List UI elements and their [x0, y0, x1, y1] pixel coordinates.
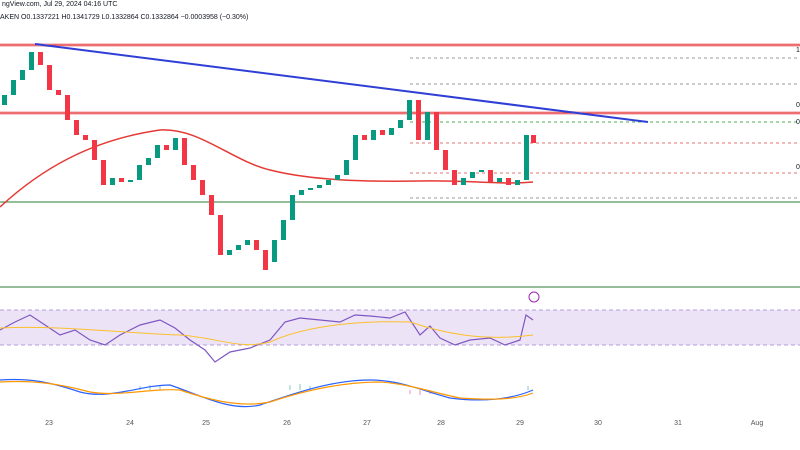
candle [173, 138, 178, 150]
candle [353, 135, 358, 160]
candles [2, 52, 536, 270]
levels [0, 43, 800, 288]
x-tick-label: 27 [363, 420, 371, 427]
signal-line [0, 380, 534, 405]
candle [209, 195, 214, 215]
candle [407, 100, 412, 120]
candle [101, 160, 106, 185]
candle [155, 145, 160, 158]
candle [218, 215, 223, 255]
x-tick-label: Aug [751, 420, 764, 427]
candle [479, 170, 484, 172]
candle [146, 158, 151, 165]
x-tick-label: 30 [594, 420, 602, 427]
x-tick-label: 24 [126, 420, 134, 427]
candle [200, 180, 205, 195]
x-tick-label: 25 [202, 420, 210, 427]
candle [470, 172, 475, 178]
moving-average [0, 129, 534, 208]
fib-label: 0 [796, 102, 800, 109]
candle [236, 245, 241, 250]
candle [506, 178, 511, 185]
candle [83, 135, 88, 140]
candle [425, 112, 430, 140]
fib-label: 1 [796, 47, 800, 54]
candle [182, 138, 187, 165]
candle [531, 135, 536, 143]
candle [515, 180, 520, 185]
candle [2, 95, 7, 105]
trend-line [34, 43, 649, 123]
candle [227, 250, 232, 255]
candle [371, 130, 376, 140]
candle [416, 100, 421, 140]
fib-label: 0 [796, 164, 800, 171]
candle [110, 178, 115, 185]
candle [119, 178, 124, 182]
candle [92, 140, 97, 160]
candle [128, 180, 133, 182]
candle [398, 120, 403, 128]
candle [290, 195, 295, 220]
candle [20, 70, 25, 80]
x-tick-label: 23 [45, 420, 53, 427]
candle [191, 165, 196, 180]
candle [524, 135, 529, 180]
ohlc-text: AKEN O0.1337221 H0.1341729 L0.1332864 C0… [0, 14, 248, 21]
candle [362, 135, 367, 140]
candle [137, 165, 142, 180]
candle [452, 170, 457, 185]
rsi-ma [0, 321, 534, 346]
candle [254, 240, 259, 250]
candle [308, 188, 313, 190]
macd-line [0, 378, 534, 408]
candle [389, 128, 394, 135]
candle [11, 80, 16, 95]
candle [272, 240, 277, 262]
candle [443, 150, 448, 170]
candle [263, 250, 268, 270]
candle [335, 175, 340, 180]
candle [497, 178, 502, 182]
candle [299, 190, 304, 195]
candle [488, 170, 493, 182]
candle [380, 130, 385, 135]
x-tick-label: 28 [437, 420, 445, 427]
rsi-band [0, 310, 800, 345]
candle [434, 112, 439, 150]
candle [47, 65, 52, 90]
x-tick-label: 29 [516, 420, 524, 427]
candle [65, 95, 70, 120]
alert-icon[interactable] [528, 291, 540, 303]
candle [281, 220, 286, 240]
x-axis: 23 24 25 26 27 28 29 30 31 Aug [45, 420, 763, 427]
candle [344, 160, 349, 175]
candle [326, 180, 331, 185]
source-text: ngView.com, Jul 29, 2024 04:16 UTC [2, 1, 117, 8]
candle [38, 52, 43, 65]
rsi-line [0, 311, 534, 363]
candle [461, 178, 466, 185]
x-tick-label: 26 [283, 420, 291, 427]
candle [29, 52, 34, 70]
candle [164, 145, 169, 150]
candle [56, 90, 61, 95]
candle [317, 185, 322, 188]
fib-label: 0 [796, 119, 800, 126]
candle [245, 240, 250, 245]
candle [74, 120, 79, 135]
x-tick-label: 31 [674, 420, 682, 427]
